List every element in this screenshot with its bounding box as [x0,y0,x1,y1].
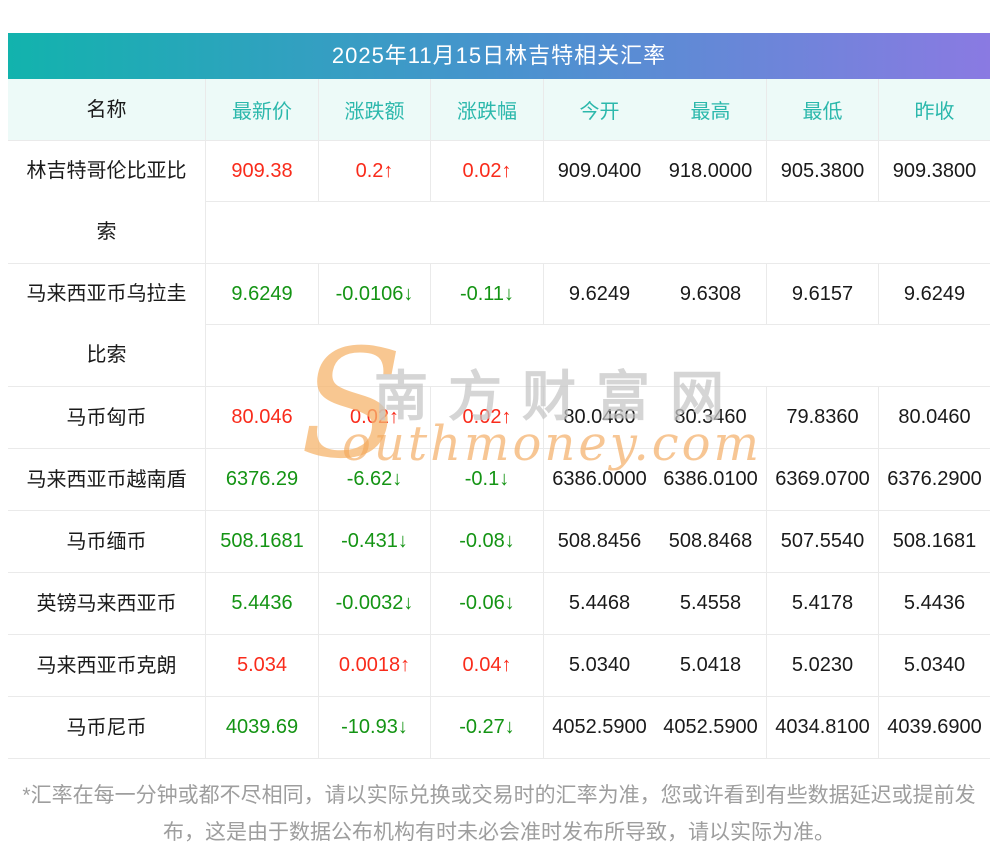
cell-prev-close: 80.0460 [878,387,990,448]
cell-latest-price: 508.1681 [220,530,304,552]
cell-latest-price: 9.6249 [206,264,318,325]
cell-change-percent: -0.27↓ [430,697,543,758]
cell-change-amount: -10.93↓ [318,697,430,758]
cell-change-amount: -0.431↓ [318,511,430,572]
cell-high: 4052.5900 [663,716,758,738]
cell-low: 4034.8100 [766,697,878,758]
cell-high: 5.0418 [679,654,742,676]
cell-high: 5.4558 [679,592,742,614]
cell-open: 508.8456 [543,511,655,572]
cell-change-percent: -0.1↓ [430,449,543,510]
cell-high: 9.6308 [655,264,766,325]
cell-open: 5.0340 [543,635,655,696]
cell-change-percent: -0.11↓ [430,264,543,325]
cell-latest-price: 80.046 [231,406,293,428]
cell-high: 918.0000 [655,141,766,202]
currency-pair-name: 马币尼币 [8,697,206,758]
cell-prev-close: 508.1681 [878,511,990,572]
cell-prev-close: 5.0340 [878,635,990,696]
cell-low: 5.0230 [766,635,878,696]
table-row: 马币匈币 80.046 0.02↑ 0.02↑ 80.0460 80.3460 … [8,387,990,449]
column-header-change-percent: 涨跌幅 [430,79,543,140]
cell-change-amount: 0.2↑ [318,141,430,202]
currency-pair-name: 英镑马来西亚币 [8,573,206,634]
cell-change-percent: 0.02↑ [430,387,543,448]
cell-open: 909.0400 [543,141,655,202]
disclaimer-note: *汇率在每一分钟或都不尽相同，请以实际兑换或交易时的汇率为准，您或许看到有些数据… [22,784,976,844]
table-row: 马来西亚币乌拉圭 比索 9.6249 -0.0106↓ -0.11↓ 9.624… [8,264,990,387]
cell-prev-close: 909.3800 [878,141,990,202]
cell-change-amount: 0.02↑ [318,387,430,448]
cell-high: 6386.0100 [663,468,758,490]
table-row: 马币缅币 508.1681 -0.431↓ -0.08↓ 508.8456 50… [8,511,990,573]
cell-change-percent: 0.04↑ [430,635,543,696]
cell-low: 9.6157 [766,264,878,325]
cell-low: 6369.0700 [766,449,878,510]
column-header-prev-close: 昨收 [878,79,990,140]
cell-latest-price: 6376.29 [225,468,299,490]
currency-pair-name: 林吉特哥伦比亚比 索 [8,141,206,263]
cell-change-percent: -0.08↓ [430,511,543,572]
column-header-latest-price: 最新价 [232,101,292,123]
cell-low: 79.8360 [766,387,878,448]
cell-low: 5.4178 [766,573,878,634]
currency-pair-name: 马来西亚币乌拉圭 比索 [8,264,206,386]
column-header-open: 今开 [543,79,655,140]
cell-open: 6386.0000 [543,449,655,510]
cell-prev-close: 5.4436 [878,573,990,634]
cell-latest-price: 5.4436 [231,592,293,614]
cell-open: 9.6249 [543,264,655,325]
currency-pair-name: 马币匈币 [8,387,206,448]
cell-latest-price: 909.38 [206,141,318,202]
table-header-row: 名称 最新价 涨跌额 涨跌幅 今开 最高 最低 昨收 [8,79,990,141]
column-header-name: 名称 [8,79,206,140]
cell-high: 508.8468 [668,530,753,552]
table-title: 2025年11月15日林吉特相关汇率 [8,33,990,79]
column-header-change-amount: 涨跌额 [318,79,430,140]
currency-pair-name: 马来西亚币越南盾 [8,449,206,510]
cell-open: 80.0460 [543,387,655,448]
cell-latest-price: 5.034 [236,654,288,676]
cell-change-percent: -0.06↓ [430,573,543,634]
cell-low: 507.5540 [766,511,878,572]
cell-prev-close: 4039.6900 [878,697,990,758]
cell-prev-close: 6376.2900 [878,449,990,510]
cell-change-amount: 0.0018↑ [318,635,430,696]
table-row: 马来西亚币克朗 5.034 0.0018↑ 0.04↑ 5.0340 5.041… [8,635,990,697]
currency-pair-name: 马币缅币 [8,511,206,572]
cell-change-amount: -0.0032↓ [318,573,430,634]
cell-change-percent: 0.02↑ [430,141,543,202]
column-header-low: 最低 [766,79,878,140]
table-row: 林吉特哥伦比亚比 索 909.38 0.2↑ 0.02↑ 909.0400 91… [8,141,990,264]
table-row: 英镑马来西亚币 5.4436 -0.0032↓ -0.06↓ 5.4468 5.… [8,573,990,635]
cell-latest-price: 4039.69 [225,716,299,738]
cell-change-amount: -6.62↓ [318,449,430,510]
column-header-high: 最高 [690,101,731,123]
table-row: 马币尼币 4039.69 -10.93↓ -0.27↓ 4052.5900 40… [8,697,990,759]
table-row: 马来西亚币越南盾 6376.29 -6.62↓ -0.1↓ 6386.0000 … [8,449,990,511]
cell-low: 905.3800 [766,141,878,202]
currency-pair-name: 马来西亚币克朗 [8,635,206,696]
cell-open: 5.4468 [543,573,655,634]
cell-prev-close: 9.6249 [878,264,990,325]
cell-change-amount: -0.0106↓ [318,264,430,325]
exchange-rate-table: 2025年11月15日林吉特相关汇率 名称 最新价 涨跌额 涨跌幅 今开 最高 … [8,33,990,851]
cell-open: 4052.5900 [543,697,655,758]
cell-high: 80.3460 [674,406,747,428]
